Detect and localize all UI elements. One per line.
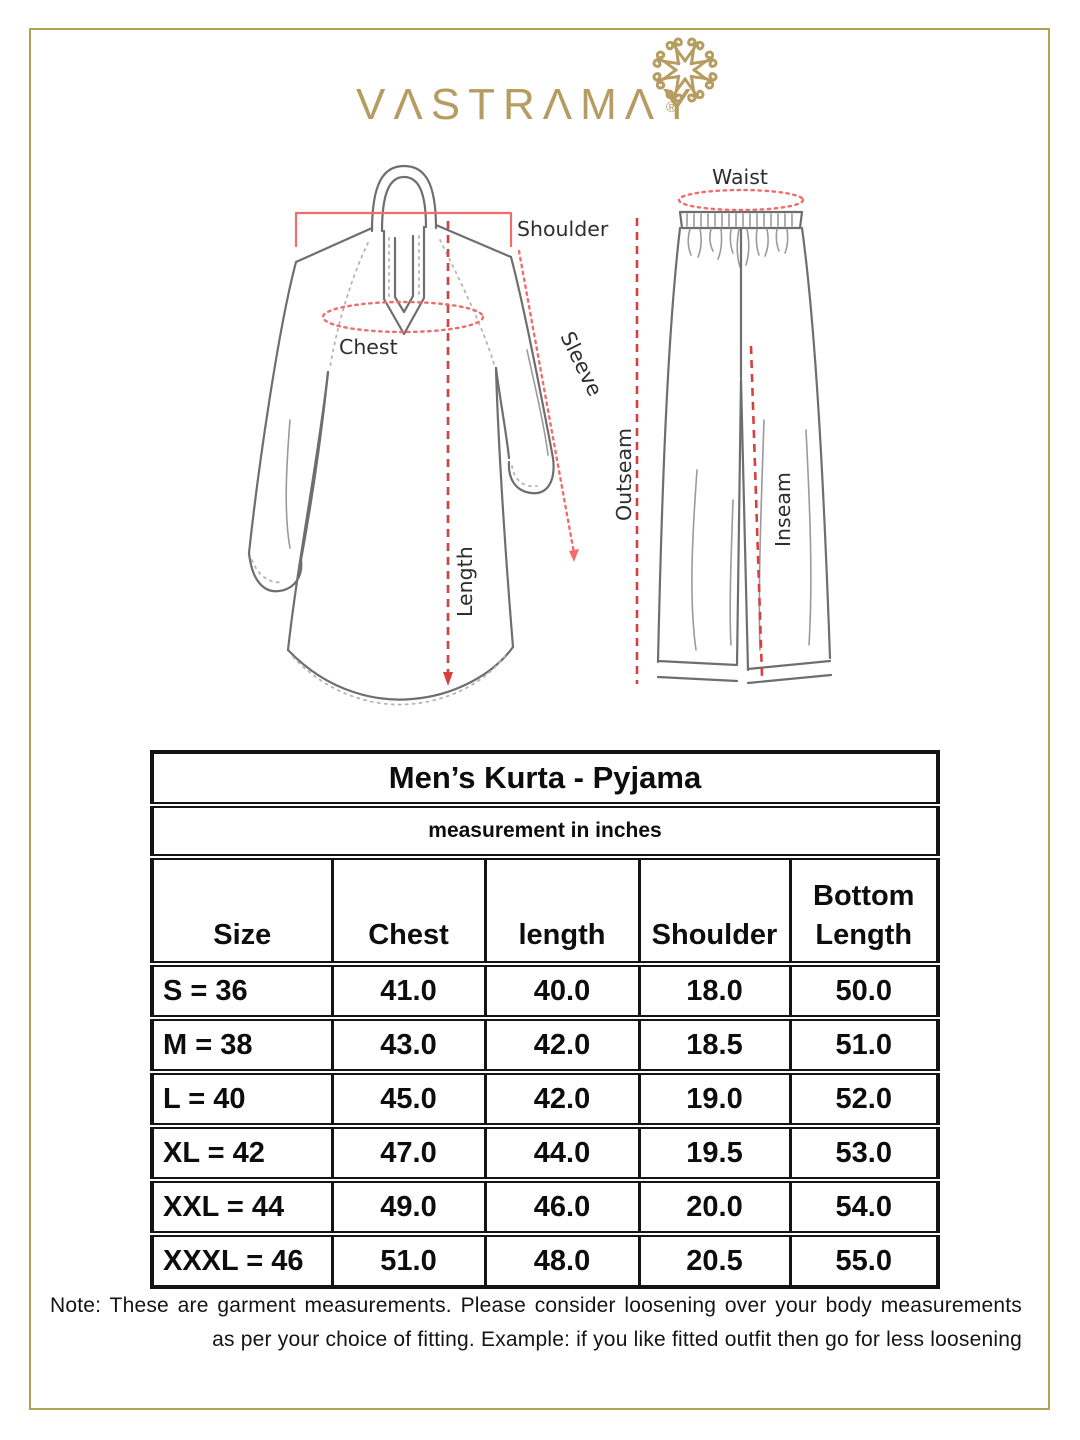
brand-wordmark: VΛSTRΛMΛY <box>356 80 700 129</box>
chest-cell: 45.0 <box>330 1069 485 1126</box>
registered-trademark-symbol: ® <box>666 99 678 116</box>
chest-cell: 49.0 <box>330 1177 485 1234</box>
note-text: Note: These are garment measurements. Pl… <box>50 1289 1022 1357</box>
note-line-2: as per your choice of fitting. Example: … <box>212 1328 1022 1351</box>
measurement-diagram: Shoulder Chest Sleeve Length Waist Outse… <box>247 164 833 706</box>
waist-measure-ellipse <box>677 188 805 212</box>
shoulder-cell: 18.0 <box>637 961 790 1018</box>
shoulder-cell: 18.5 <box>637 1015 790 1072</box>
bottom-length-cell: 54.0 <box>788 1177 938 1234</box>
bottom-length-cell: 51.0 <box>788 1015 938 1072</box>
size-cell: M = 38 <box>152 1015 332 1072</box>
brand-ornament-icon <box>652 37 718 103</box>
table-subtitle-row: measurement in inches <box>152 802 938 857</box>
kurta-sleeve-label: Sleeve <box>556 328 608 400</box>
pyjama-outseam-label: Outseam <box>612 428 636 521</box>
length-measure-line <box>443 221 453 686</box>
length-cell: 46.0 <box>483 1177 639 1234</box>
size-cell: S = 36 <box>152 961 332 1018</box>
chest-cell: 41.0 <box>330 961 485 1018</box>
chest-cell: 43.0 <box>330 1015 485 1072</box>
chest-measure-ellipse <box>321 300 485 334</box>
kurta-illustration <box>247 164 555 706</box>
shoulder-cell: 19.5 <box>637 1123 790 1180</box>
length-cell: 44.0 <box>483 1123 639 1180</box>
bottom-length-cell: 50.0 <box>788 961 938 1018</box>
table-row: XXL = 44 49.0 46.0 20.0 54.0 <box>152 1177 938 1234</box>
note-line-1: Note: These are garment measurements. Pl… <box>50 1294 1022 1317</box>
kurta-chest-label: Chest <box>339 335 398 359</box>
table-title-row: Men’s Kurta - Pyjama <box>152 752 938 805</box>
shoulder-cell: 19.0 <box>637 1069 790 1126</box>
table-row: M = 38 43.0 42.0 18.5 51.0 <box>152 1015 938 1072</box>
length-cell: 42.0 <box>483 1069 639 1126</box>
chest-cell: 51.0 <box>330 1231 485 1287</box>
bottom-length-cell: 52.0 <box>788 1069 938 1126</box>
size-chart-table: Men’s Kurta - Pyjama measurement in inch… <box>150 750 940 1289</box>
chest-cell: 47.0 <box>330 1123 485 1180</box>
length-cell: 40.0 <box>483 961 639 1018</box>
kurta-shoulder-label: Shoulder <box>517 217 609 241</box>
shoulder-cell: 20.0 <box>637 1177 790 1234</box>
table-row: XXXL = 46 51.0 48.0 20.5 55.0 <box>152 1231 938 1287</box>
pyjama-illustration <box>656 210 833 685</box>
column-header-chest: Chest <box>330 854 485 964</box>
bottom-length-cell: 55.0 <box>788 1231 938 1287</box>
size-cell: L = 40 <box>152 1069 332 1126</box>
pyjama-waist-label: Waist <box>712 165 768 189</box>
length-cell: 48.0 <box>483 1231 639 1287</box>
bottom-length-cell: 53.0 <box>788 1123 938 1180</box>
chart-title: Men’s Kurta - Pyjama <box>388 760 702 795</box>
column-header-length: length <box>483 854 639 964</box>
size-cell: XXXL = 46 <box>152 1231 332 1287</box>
table-row: XL = 42 47.0 44.0 19.5 53.0 <box>152 1123 938 1180</box>
column-header-bottom-length: Bottom Length <box>788 854 938 964</box>
shoulder-cell: 20.5 <box>637 1231 790 1287</box>
pyjama-inseam-label: Inseam <box>771 472 795 547</box>
size-cell: XL = 42 <box>152 1123 332 1180</box>
table-row: L = 40 45.0 42.0 19.0 52.0 <box>152 1069 938 1126</box>
length-cell: 42.0 <box>483 1015 639 1072</box>
size-cell: XXL = 44 <box>152 1177 332 1234</box>
kurta-length-label: Length <box>453 546 477 617</box>
table-row: S = 36 41.0 40.0 18.0 50.0 <box>152 961 938 1018</box>
column-header-shoulder: Shoulder <box>637 854 790 964</box>
sleeve-measure-line <box>517 249 579 562</box>
chart-subtitle: measurement in inches <box>152 802 938 857</box>
table-header-row: Size Chest length Shoulder Bottom Length <box>152 854 938 964</box>
column-header-size: Size <box>152 854 332 964</box>
shoulder-measure-line <box>294 211 513 248</box>
